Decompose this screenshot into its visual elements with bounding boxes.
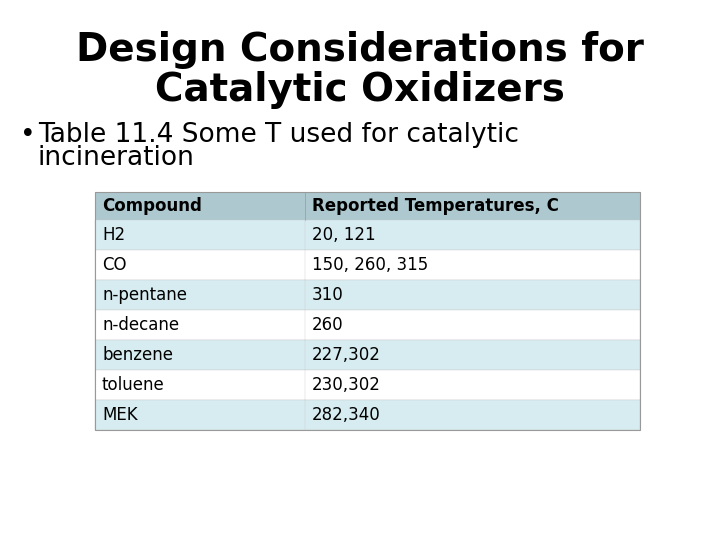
Text: n-pentane: n-pentane	[102, 286, 187, 304]
Text: 230,302: 230,302	[312, 376, 381, 394]
Text: Catalytic Oxidizers: Catalytic Oxidizers	[155, 71, 565, 109]
Bar	[95, 220, 640, 250]
Bar	[95, 250, 640, 280]
Bar	[95, 192, 640, 220]
Text: Table 11.4 Some T used for catalytic: Table 11.4 Some T used for catalytic	[38, 122, 519, 148]
Text: •: •	[20, 122, 35, 148]
Text: H2: H2	[102, 226, 125, 244]
Text: incineration: incineration	[38, 145, 195, 171]
Bar	[95, 370, 640, 400]
Text: Compound: Compound	[102, 197, 202, 215]
Bar	[95, 340, 640, 370]
Text: Reported Temperatures, C: Reported Temperatures, C	[312, 197, 559, 215]
Bar	[95, 192, 640, 430]
Text: 227,302: 227,302	[312, 346, 381, 364]
Text: 20, 121: 20, 121	[312, 226, 376, 244]
Text: n-decane: n-decane	[102, 316, 179, 334]
Text: Design Considerations for: Design Considerations for	[76, 31, 644, 69]
Text: CO: CO	[102, 256, 127, 274]
Text: MEK: MEK	[102, 406, 138, 424]
Text: benzene: benzene	[102, 346, 173, 364]
Text: 282,340: 282,340	[312, 406, 381, 424]
Bar	[95, 400, 640, 430]
Bar	[95, 280, 640, 310]
Text: 310: 310	[312, 286, 343, 304]
Text: 150, 260, 315: 150, 260, 315	[312, 256, 428, 274]
Bar	[95, 310, 640, 340]
Text: toluene: toluene	[102, 376, 165, 394]
Text: 260: 260	[312, 316, 343, 334]
